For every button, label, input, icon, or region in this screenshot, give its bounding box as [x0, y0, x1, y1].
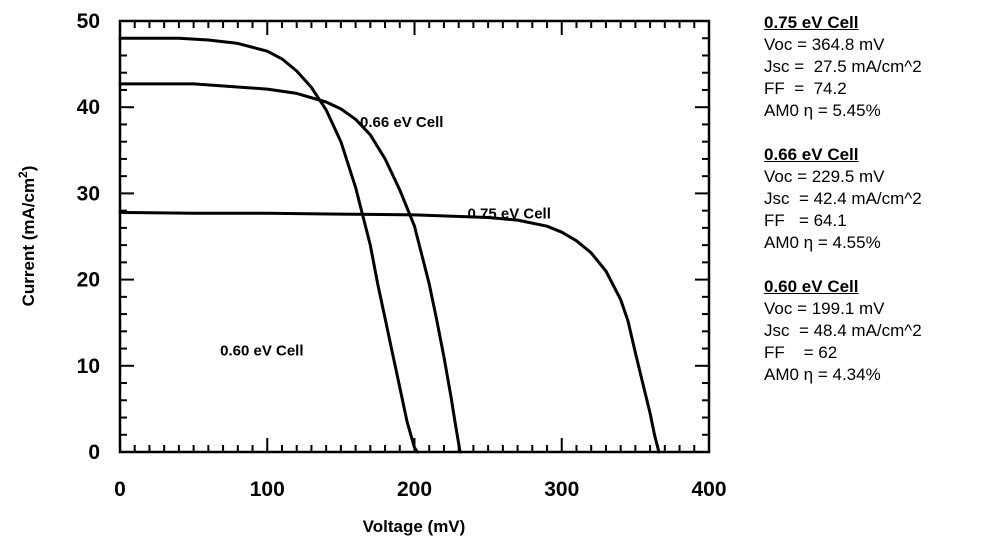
x-tick-label: 300: [544, 478, 579, 501]
y-tick-label: 10: [77, 355, 100, 378]
stat-title: 0.75 eV Cell: [764, 13, 859, 32]
stat-voc: Voc = 229.5 mV: [764, 167, 885, 186]
curve-label: 0.66 eV Cell: [360, 114, 443, 131]
stat-ff: FF = 62: [764, 343, 838, 362]
stat-ff: FF = 64.1: [764, 211, 847, 230]
curve-label: 0.75 eV Cell: [468, 205, 551, 222]
curve-label: 0.60 eV Cell: [220, 342, 303, 359]
stat-block-060: 0.60 eV Cell Voc = 199.1 mV Jsc = 48.4 m…: [764, 276, 984, 386]
y-axis-title: Current (mA/cm2): [16, 166, 38, 307]
curves: [118, 36, 661, 454]
stat-efficiency: AM0 η = 4.34%: [764, 365, 881, 384]
curve-066: [118, 82, 462, 454]
x-tick-label: 200: [397, 478, 432, 501]
stat-efficiency: AM0 η = 4.55%: [764, 233, 881, 252]
stat-jsc: Jsc = 42.4 mA/cm^2: [764, 189, 922, 208]
y-tick-label: 30: [77, 182, 100, 205]
stat-title: 0.66 eV Cell: [764, 145, 859, 164]
stat-voc: Voc = 199.1 mV: [764, 299, 885, 318]
curve-075: [118, 210, 661, 454]
x-tick-labels: 0 100 200 300 400: [114, 478, 726, 501]
y-axis-title-superscript: 2: [16, 171, 30, 178]
y-tick-label: 0: [88, 441, 100, 464]
stat-efficiency: AM0 η = 5.45%: [764, 101, 881, 120]
x-tick-label: 100: [250, 478, 285, 501]
stat-jsc: Jsc = 48.4 mA/cm^2: [764, 321, 922, 340]
y-axis-title-tail: ): [19, 166, 38, 172]
stat-jsc: Jsc = 27.5 mA/cm^2: [764, 57, 922, 76]
stat-block-066: 0.66 eV Cell Voc = 229.5 mV Jsc = 42.4 m…: [764, 144, 984, 254]
y-tick-label: 50: [77, 10, 100, 33]
curve-annotations: 0.66 eV Cell 0.75 eV Cell 0.60 eV Cell: [220, 114, 551, 359]
stat-voc: Voc = 364.8 mV: [764, 35, 885, 54]
cell-stats-panel: 0.75 eV Cell Voc = 364.8 mV Jsc = 27.5 m…: [764, 12, 984, 408]
x-axis-title: Voltage (mV): [363, 517, 466, 536]
x-tick-label: 400: [691, 478, 726, 501]
stat-title: 0.60 eV Cell: [764, 277, 859, 296]
y-tick-label: 40: [77, 96, 100, 119]
stat-block-075: 0.75 eV Cell Voc = 364.8 mV Jsc = 27.5 m…: [764, 12, 984, 122]
x-tick-label: 0: [114, 478, 126, 501]
stat-ff: FF = 74.2: [764, 79, 847, 98]
axis-ticks: [119, 20, 710, 453]
y-tick-label: 20: [77, 269, 100, 292]
y-tick-labels: 0 10 20 30 40 50: [77, 10, 100, 464]
curve-060: [118, 36, 419, 454]
y-axis-title-main: Current (mA/cm: [19, 178, 38, 306]
